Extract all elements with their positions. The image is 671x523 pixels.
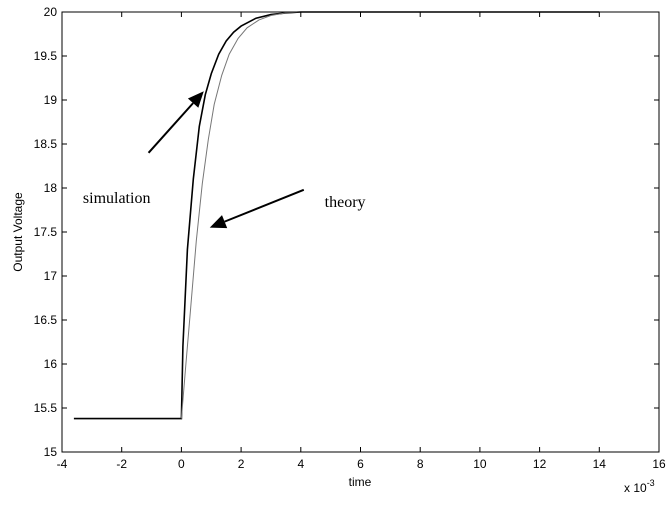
x-axis-multiplier-exponent: -3 <box>647 478 655 488</box>
series-line-theory <box>180 11 331 419</box>
x-tick-label: 4 <box>297 457 304 471</box>
x-tick-label: 8 <box>417 457 424 471</box>
y-tick-label: 16 <box>44 357 58 371</box>
x-axis-multiplier: x 10-3 <box>624 478 655 495</box>
y-tick-label: 16.5 <box>34 313 58 327</box>
y-tick-label: 20 <box>44 5 58 19</box>
x-axis-multiplier-base: x 10 <box>624 481 647 495</box>
annotation-label: theory <box>325 194 366 211</box>
y-tick-label: 15 <box>44 445 58 459</box>
y-tick-label: 18 <box>44 181 58 195</box>
series-layer <box>73 11 600 420</box>
plot-frame <box>61 11 660 453</box>
x-tick-label: 14 <box>593 457 607 471</box>
series-line-simulation <box>73 11 600 420</box>
y-tick-label: 17 <box>44 269 58 283</box>
x-ticks: -4 -2 0 2 4 6 8 10 12 14 16 <box>57 12 666 471</box>
y-tick-label: 15.5 <box>34 401 58 415</box>
y-tick-label: 17.5 <box>34 225 58 239</box>
x-tick-label: 12 <box>533 457 547 471</box>
annotation-arrow-shaft <box>224 188 305 223</box>
annotation-arrow-head <box>209 215 228 229</box>
annotation-label: simulation <box>83 190 151 207</box>
x-tick-label: 16 <box>652 457 666 471</box>
x-tick-label: -2 <box>116 457 127 471</box>
x-tick-label: 10 <box>473 457 487 471</box>
x-axis-title: time <box>349 475 372 489</box>
y-tick-label: 18.5 <box>34 137 58 151</box>
y-tick-label: 19.5 <box>34 49 58 63</box>
x-tick-label: 0 <box>178 457 185 471</box>
x-tick-label: 2 <box>238 457 245 471</box>
annotation-arrow-shaft <box>147 102 194 154</box>
annotation-layer: simulation theory <box>83 91 366 229</box>
y-axis-title: Output Voltage <box>11 192 25 272</box>
x-tick-label: -4 <box>57 457 68 471</box>
y-ticks: 15 15.5 16 16.5 17 17.5 18 18.5 19 19.5 20 <box>34 5 659 459</box>
y-tick-label: 19 <box>44 93 58 107</box>
x-tick-label: 6 <box>357 457 364 471</box>
annotation-arrow-head <box>187 91 204 108</box>
